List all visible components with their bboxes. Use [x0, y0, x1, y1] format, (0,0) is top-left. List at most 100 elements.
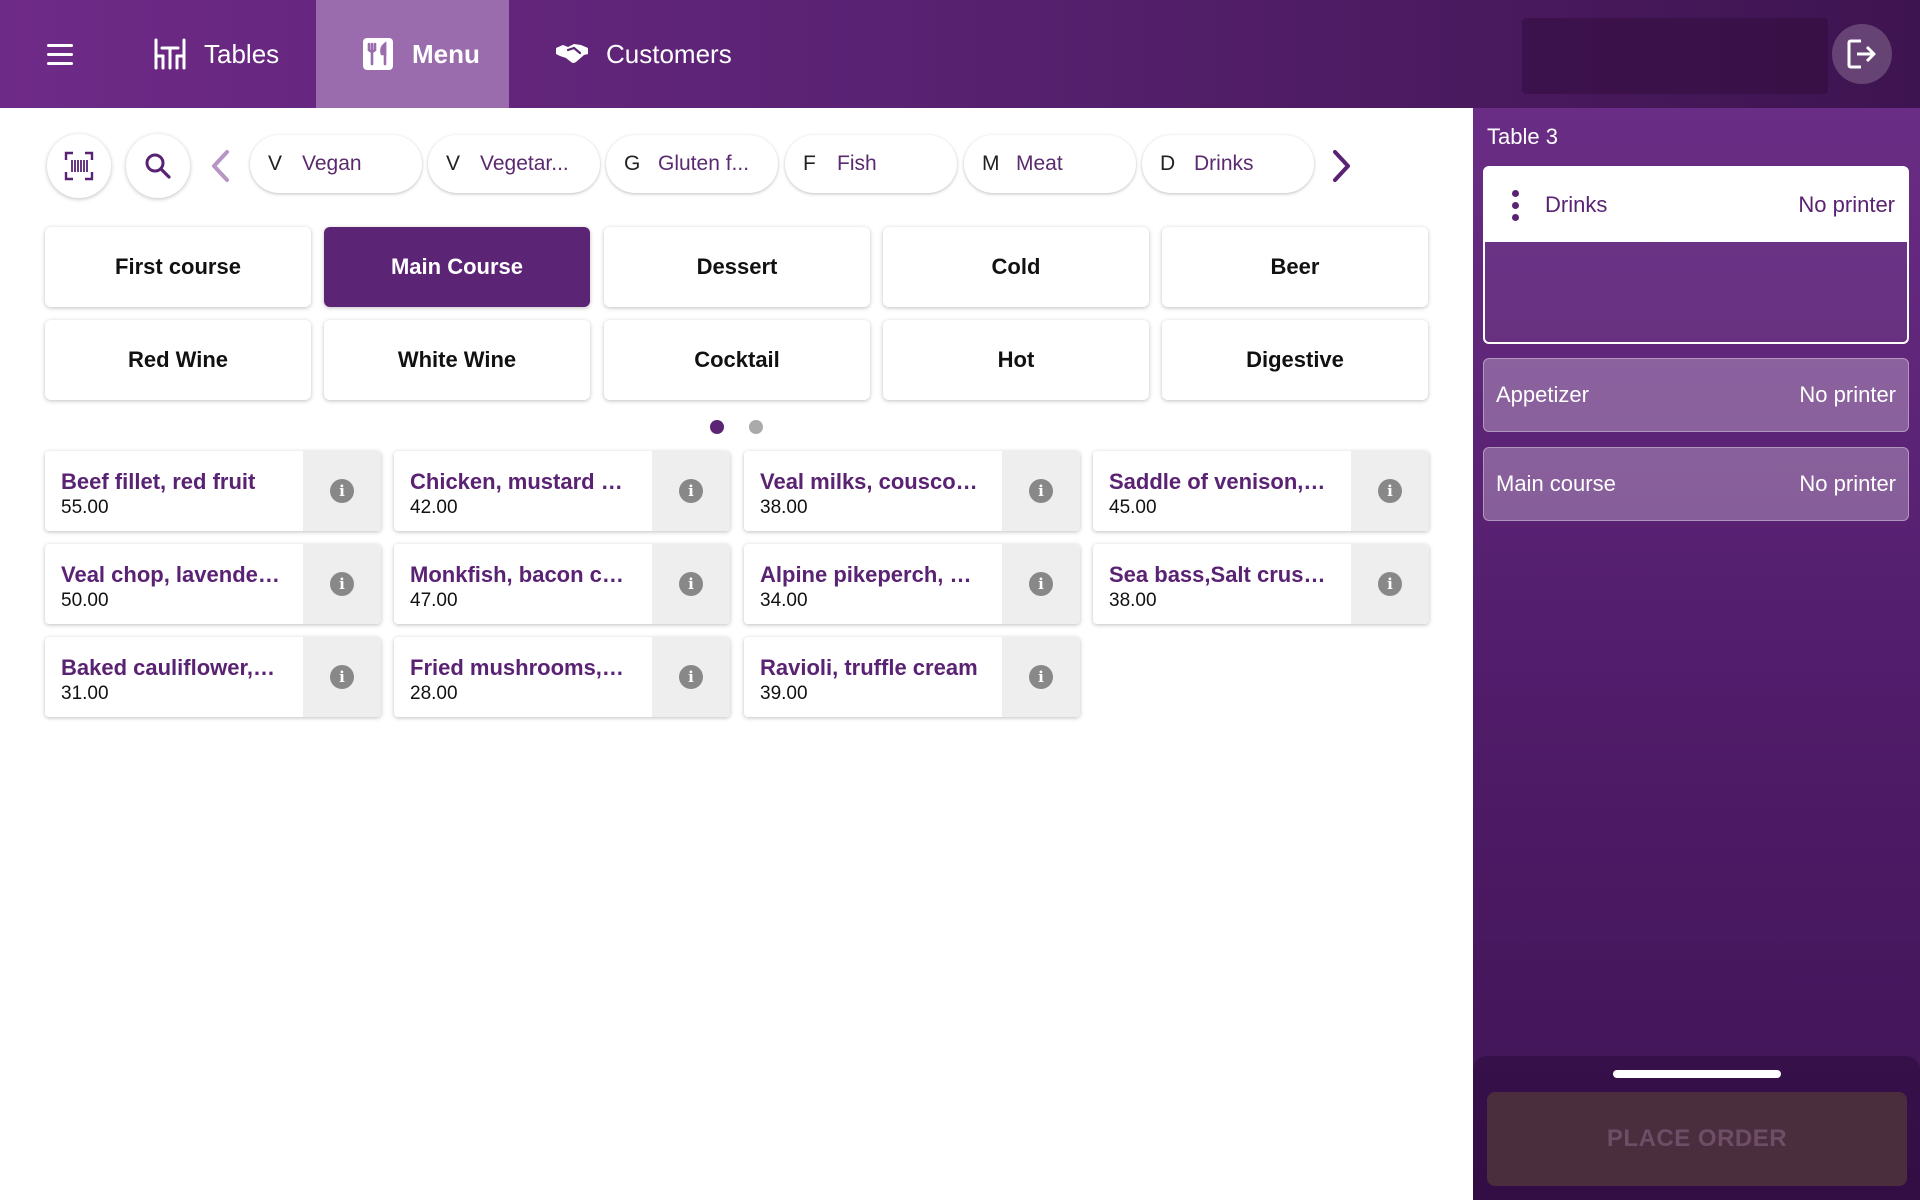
item-name: Fried mushrooms,ho...: [410, 655, 630, 680]
item-price: 47.00: [410, 590, 458, 611]
hamburger-menu-icon[interactable]: [36, 34, 84, 74]
course-printer: No printer: [1799, 382, 1896, 407]
category-main-course[interactable]: Main Course: [324, 227, 590, 307]
order-footer: PLACE ORDER: [1473, 1056, 1920, 1200]
course-main-course[interactable]: Main course No printer: [1483, 447, 1909, 521]
tab-menu[interactable]: Menu: [316, 0, 509, 108]
item-name: Alpine pikeperch, m...: [760, 562, 980, 587]
category-digestive[interactable]: Digestive: [1162, 320, 1428, 400]
page-dot-1[interactable]: [710, 420, 724, 434]
table-chairs-icon: [150, 34, 190, 74]
item-info-button[interactable]: i: [652, 451, 730, 531]
info-icon: i: [1029, 665, 1053, 689]
item-info-button[interactable]: i: [1351, 544, 1429, 624]
chevron-right-icon[interactable]: [1322, 146, 1362, 186]
course-appetizer[interactable]: Appetizer No printer: [1483, 358, 1909, 432]
item-price: 38.00: [1109, 590, 1157, 611]
category-cold[interactable]: Cold: [883, 227, 1149, 307]
item-price: 31.00: [61, 683, 109, 704]
item-price: 45.00: [1109, 497, 1157, 518]
item-price: 55.00: [61, 497, 109, 518]
item-name: Baked cauliflower, p...: [61, 655, 281, 680]
item-info-button[interactable]: i: [1002, 637, 1080, 717]
menu-item[interactable]: Chicken, mustard cr... 42.00 i: [394, 451, 730, 531]
info-icon: i: [679, 665, 703, 689]
menu-book-icon: [358, 34, 398, 74]
menu-item[interactable]: Alpine pikeperch, m... 34.00 i: [744, 544, 1080, 624]
drag-handle[interactable]: [1613, 1070, 1781, 1078]
menu-item[interactable]: Baked cauliflower, p... 31.00 i: [45, 637, 381, 717]
menu-item[interactable]: Beef fillet, red fruit 55.00 i: [45, 451, 381, 531]
chevron-left-icon[interactable]: [200, 146, 240, 186]
info-icon: i: [330, 479, 354, 503]
category-hot[interactable]: Hot: [883, 320, 1149, 400]
item-name: Sea bass,Salt crust,...: [1109, 562, 1329, 587]
tab-customers[interactable]: Customers: [552, 0, 752, 108]
handshake-icon: [552, 34, 592, 74]
chip-code: D: [1160, 152, 1176, 175]
course-header[interactable]: Drinks No printer: [1485, 168, 1907, 242]
chip-label: Drinks: [1194, 152, 1254, 175]
item-name: Veal milks, couscou...: [760, 469, 980, 494]
category-cocktail[interactable]: Cocktail: [604, 320, 870, 400]
item-info-button[interactable]: i: [1002, 544, 1080, 624]
tab-customers-label: Customers: [606, 38, 732, 69]
item-info-button[interactable]: i: [303, 637, 381, 717]
category-dessert[interactable]: Dessert: [604, 227, 870, 307]
chip-label: Fish: [837, 152, 877, 175]
menu-item[interactable]: Veal milks, couscou... 38.00 i: [744, 451, 1080, 531]
filter-chip-meat[interactable]: M Meat: [964, 135, 1136, 193]
tab-tables[interactable]: Tables: [150, 0, 310, 108]
menu-item[interactable]: Sea bass,Salt crust,... 38.00 i: [1093, 544, 1429, 624]
search-button[interactable]: [126, 134, 190, 198]
chip-code: V: [446, 152, 461, 175]
more-vert-icon[interactable]: [1495, 168, 1535, 242]
place-order-button[interactable]: PLACE ORDER: [1487, 1092, 1907, 1186]
chip-label: Vegetar...: [480, 152, 569, 175]
item-price: 39.00: [760, 683, 808, 704]
tab-tables-label: Tables: [204, 38, 280, 69]
menu-area: V Vegan V Vegetar... G Gluten f... F Fis…: [0, 108, 1473, 1200]
filter-chip-vegan[interactable]: V Vegan: [250, 135, 422, 193]
item-name: Ravioli, truffle cream: [760, 655, 978, 680]
item-name: Saddle of venison,bl...: [1109, 469, 1329, 494]
item-info-button[interactable]: i: [1351, 451, 1429, 531]
item-info-button[interactable]: i: [1002, 451, 1080, 531]
menu-item[interactable]: Veal chop, lavender... 50.00 i: [45, 544, 381, 624]
item-name: Monkfish, bacon co...: [410, 562, 630, 587]
info-icon: i: [1029, 479, 1053, 503]
filter-chip-vegetarian[interactable]: V Vegetar...: [428, 135, 600, 193]
menu-item[interactable]: Monkfish, bacon co... 47.00 i: [394, 544, 730, 624]
course-drinks-selected[interactable]: Drinks No printer: [1483, 166, 1909, 344]
course-printer: No printer: [1799, 471, 1896, 496]
menu-item[interactable]: Saddle of venison,bl... 45.00 i: [1093, 451, 1429, 531]
info-icon: i: [330, 665, 354, 689]
category-white-wine[interactable]: White Wine: [324, 320, 590, 400]
item-price: 50.00: [61, 590, 109, 611]
filter-chip-drinks[interactable]: D Drinks: [1142, 135, 1314, 193]
item-info-button[interactable]: i: [652, 637, 730, 717]
item-name: Chicken, mustard cr...: [410, 469, 630, 494]
filter-chip-gluten-free[interactable]: G Gluten f...: [606, 135, 778, 193]
course-name: Main course: [1496, 471, 1616, 496]
barcode-scan-button[interactable]: [47, 134, 111, 198]
item-info-button[interactable]: i: [652, 544, 730, 624]
info-icon: i: [1378, 479, 1402, 503]
info-icon: i: [1378, 572, 1402, 596]
category-beer[interactable]: Beer: [1162, 227, 1428, 307]
category-first-course[interactable]: First course: [45, 227, 311, 307]
menu-item[interactable]: Ravioli, truffle cream 39.00 i: [744, 637, 1080, 717]
header-blank-area: [1522, 18, 1828, 94]
logout-button[interactable]: [1832, 24, 1892, 84]
filter-chip-fish[interactable]: F Fish: [785, 135, 957, 193]
category-red-wine[interactable]: Red Wine: [45, 320, 311, 400]
info-icon: i: [330, 572, 354, 596]
item-info-button[interactable]: i: [303, 544, 381, 624]
page-dot-2[interactable]: [749, 420, 763, 434]
order-panel: Table 3 Drinks No printer Appetizer No p…: [1473, 108, 1920, 1200]
menu-item[interactable]: Fried mushrooms,ho... 28.00 i: [394, 637, 730, 717]
chip-code: M: [982, 152, 1000, 175]
chip-code: F: [803, 152, 816, 175]
item-info-button[interactable]: i: [303, 451, 381, 531]
table-title: Table 3: [1487, 124, 1558, 149]
